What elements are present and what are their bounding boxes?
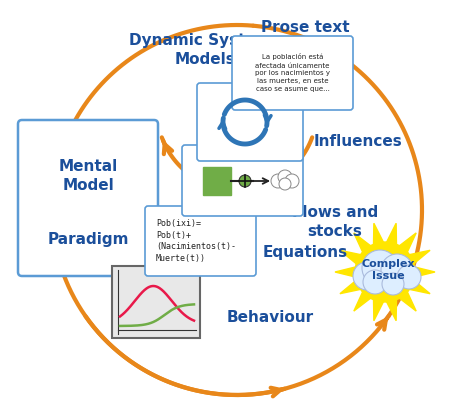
Bar (203, 167, 231, 195)
Text: Paradigm: Paradigm (47, 232, 129, 247)
Circle shape (381, 254, 413, 286)
Circle shape (382, 273, 404, 295)
Polygon shape (340, 250, 363, 265)
Circle shape (353, 262, 381, 290)
Text: Mental
Model: Mental Model (58, 159, 118, 193)
Circle shape (355, 242, 415, 302)
FancyBboxPatch shape (182, 145, 303, 216)
Polygon shape (374, 223, 384, 247)
Polygon shape (412, 266, 435, 278)
Polygon shape (374, 297, 384, 321)
Polygon shape (386, 297, 397, 321)
Polygon shape (407, 279, 430, 294)
Text: Prose text: Prose text (261, 19, 349, 34)
Text: Behaviour: Behaviour (227, 310, 314, 326)
Polygon shape (398, 290, 416, 311)
Circle shape (362, 250, 398, 286)
FancyBboxPatch shape (18, 120, 158, 276)
FancyBboxPatch shape (232, 36, 353, 110)
Circle shape (363, 270, 387, 294)
Text: La población está
afectada únicamente
por los nacimientos y
las muertes, en este: La población está afectada únicamente po… (255, 53, 330, 92)
Polygon shape (354, 290, 372, 311)
FancyBboxPatch shape (112, 266, 200, 338)
Text: Equations: Equations (263, 244, 347, 260)
Text: Flows and
stocks: Flows and stocks (292, 205, 378, 239)
Text: Influences: Influences (314, 134, 402, 150)
Circle shape (271, 174, 285, 188)
Text: Dynamic Systems
Models: Dynamic Systems Models (129, 33, 281, 67)
Polygon shape (407, 250, 430, 265)
Circle shape (279, 178, 291, 190)
Circle shape (278, 170, 292, 184)
Circle shape (285, 174, 299, 188)
Circle shape (397, 265, 421, 289)
Polygon shape (340, 279, 363, 294)
FancyBboxPatch shape (145, 206, 256, 276)
Circle shape (239, 175, 251, 187)
Polygon shape (335, 266, 357, 278)
FancyBboxPatch shape (197, 83, 303, 161)
Polygon shape (354, 233, 372, 254)
Polygon shape (398, 233, 416, 254)
Polygon shape (386, 223, 397, 247)
Text: Complex
Issue: Complex Issue (361, 259, 415, 281)
Text: Pob(ixi)=
Pob(t)+
(Nacimientos(t)-
Muerte(t)): Pob(ixi)= Pob(t)+ (Nacimientos(t)- Muert… (156, 219, 236, 263)
